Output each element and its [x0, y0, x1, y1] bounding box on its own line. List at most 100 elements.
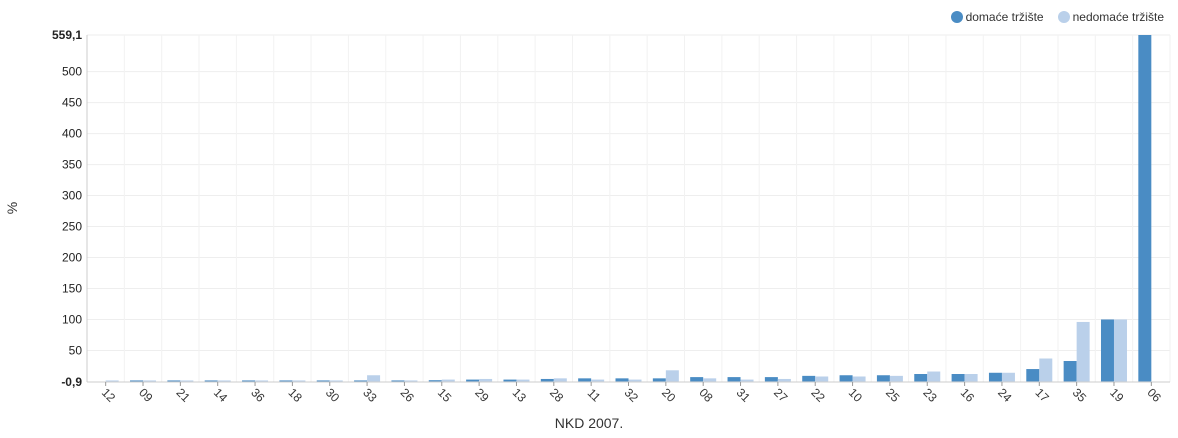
bar-foreign-10	[852, 376, 866, 382]
y-tick-label: -0,9	[61, 375, 82, 389]
legend-label-domestic: domaće tržište	[965, 10, 1044, 24]
bar-foreign-22	[815, 376, 829, 382]
bar-domestic-15	[428, 380, 442, 382]
x-tick-label: 20	[659, 385, 679, 405]
bar-foreign-25	[889, 375, 903, 382]
legend: domaće tržište nedomaće tržište	[950, 10, 1164, 24]
bar-domestic-18	[279, 380, 293, 382]
bar-domestic-19	[1100, 319, 1114, 382]
bar-domestic-35	[1063, 360, 1077, 382]
bar-domestic-27	[764, 377, 778, 382]
x-tick-label: 26	[398, 385, 418, 405]
x-tick-label: 21	[174, 385, 194, 405]
x-tick-label: 23	[920, 385, 940, 405]
x-axis-label: NKD 2007.	[554, 415, 624, 431]
bar-domestic-31	[727, 377, 741, 382]
x-tick-label: 24	[995, 385, 1015, 405]
bar-foreign-28	[553, 378, 567, 382]
x-tick-label: 36	[248, 385, 268, 405]
bar-foreign-08	[703, 378, 717, 382]
y-tick-label: 250	[62, 220, 82, 234]
bar-foreign-18	[292, 380, 306, 382]
bar-domestic-32	[615, 378, 629, 382]
x-tick-label: 35	[1070, 385, 1090, 405]
bar-domestic-36	[242, 380, 256, 382]
bar-foreign-12	[105, 380, 119, 382]
legend-item-domestic[interactable]: domaće tržište	[950, 10, 1044, 24]
bar-domestic-17	[1026, 369, 1040, 382]
x-tick-label: 17	[1032, 385, 1052, 405]
bar-foreign-09	[143, 380, 157, 382]
bar-foreign-36	[255, 380, 269, 382]
bar-domestic-22	[802, 375, 816, 382]
bar-domestic-20	[652, 378, 666, 382]
y-tick-label: 50	[69, 343, 83, 357]
bar-foreign-33	[367, 375, 381, 382]
bar-foreign-35	[1076, 321, 1090, 382]
bar-foreign-24	[1001, 372, 1015, 382]
bar-domestic-28	[540, 378, 554, 382]
bar-domestic-14	[204, 380, 218, 382]
bar-domestic-33	[354, 380, 368, 382]
bar-foreign-11	[591, 379, 605, 382]
bar-foreign-15	[441, 379, 455, 382]
x-tick-label: 09	[136, 385, 156, 405]
y-tick-label: 559,1	[52, 28, 82, 42]
y-tick-label: 100	[62, 312, 82, 326]
bar-foreign-29	[479, 378, 493, 382]
x-tick-label: 18	[286, 385, 306, 405]
x-tick-label: 08	[696, 385, 716, 405]
bar-domestic-13	[503, 379, 517, 382]
x-tick-label: 22	[808, 385, 828, 405]
bar-foreign-19	[1113, 319, 1127, 382]
bar-domestic-10	[839, 375, 853, 382]
x-tick-label: 15	[435, 385, 455, 405]
bar-foreign-32	[628, 379, 642, 382]
legend-dot-foreign	[1057, 11, 1070, 23]
x-tick-label: 32	[622, 385, 642, 405]
x-tick-label: 13	[510, 385, 530, 405]
y-tick-label: 400	[62, 127, 82, 141]
x-tick-label: 16	[958, 385, 978, 405]
legend-label-foreign: nedomaće tržište	[1072, 10, 1164, 24]
x-tick-label: 31	[734, 385, 754, 405]
bar-foreign-31	[740, 379, 754, 382]
x-tick-label: 29	[472, 385, 492, 405]
y-tick-label: 450	[62, 96, 82, 110]
bar-domestic-25	[876, 375, 890, 382]
x-tick-label: 06	[1144, 385, 1164, 405]
bar-domestic-09	[130, 380, 144, 382]
bar-domestic-30	[316, 380, 330, 382]
bar-foreign-16	[964, 374, 978, 382]
bar-foreign-30	[329, 380, 343, 382]
bar-foreign-27	[777, 378, 791, 382]
bar-foreign-21	[180, 380, 194, 382]
bar-domestic-26	[391, 380, 405, 382]
bar-domestic-11	[578, 378, 592, 382]
x-tick-label: 10	[846, 385, 866, 405]
bar-domestic-16	[951, 374, 965, 382]
bar-domestic-21	[167, 380, 181, 382]
x-tick-label: 19	[1107, 385, 1127, 405]
bar-foreign-13	[516, 379, 530, 382]
x-tick-label: 28	[547, 385, 567, 405]
y-tick-label: 150	[62, 281, 82, 295]
x-tick-label: 33	[360, 385, 380, 405]
y-tick-label: 500	[62, 65, 82, 79]
x-tick-label: 25	[883, 385, 903, 405]
y-tick-label: 200	[62, 251, 82, 265]
bar-foreign-14	[217, 380, 231, 382]
bar-domestic-24	[988, 372, 1002, 382]
y-tick-label: 350	[62, 158, 82, 172]
bar-domestic-08	[690, 377, 704, 382]
y-tick-label: 300	[62, 189, 82, 203]
legend-dot-domestic	[950, 11, 963, 23]
legend-item-foreign[interactable]: nedomaće tržište	[1057, 10, 1164, 24]
x-tick-label: 12	[99, 385, 119, 405]
bar-domestic-23	[914, 374, 928, 382]
x-tick-label: 27	[771, 385, 791, 405]
bar-foreign-26	[404, 380, 418, 382]
bar-domestic-06	[1138, 35, 1152, 382]
